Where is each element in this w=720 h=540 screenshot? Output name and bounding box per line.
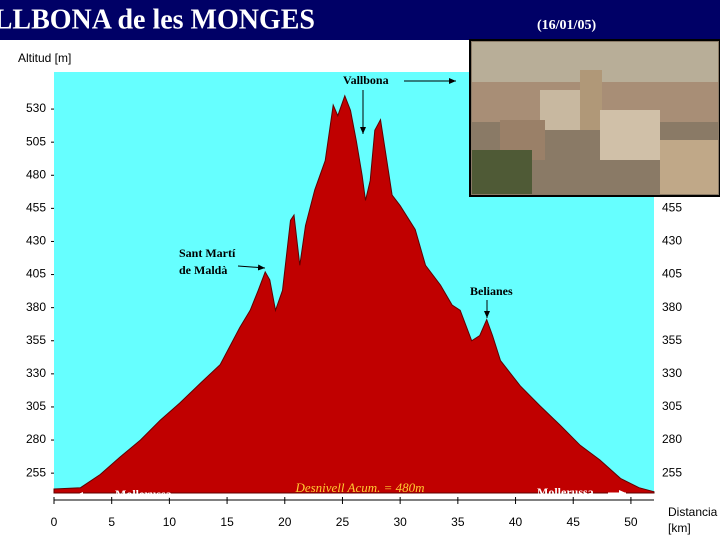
photo bbox=[469, 39, 720, 197]
x-tick-label: 35 bbox=[451, 515, 465, 529]
y-tick-label: 480 bbox=[26, 167, 46, 181]
annotation-arrow bbox=[237, 264, 266, 271]
annotation: Belianes bbox=[470, 284, 513, 298]
y-tick-label: 305 bbox=[26, 399, 46, 413]
x-tick-label: 25 bbox=[336, 515, 350, 529]
x-axis-label: Distancia [km] bbox=[668, 505, 718, 535]
y-tick-label: 455 bbox=[26, 201, 46, 215]
y-tick-label: 380 bbox=[26, 300, 46, 314]
y-tick-label-right: 430 bbox=[662, 234, 682, 248]
chart-title: VALLBONA de les MONGES bbox=[0, 4, 315, 35]
annotation: Vallbona bbox=[343, 73, 389, 87]
x-tick-label: 20 bbox=[278, 515, 292, 529]
y-tick-label-right: 455 bbox=[662, 201, 682, 215]
y-tick-label: 280 bbox=[26, 432, 46, 446]
x-tick-label: 10 bbox=[163, 515, 177, 529]
y-axis-label: Altitud [m] bbox=[18, 51, 71, 65]
x-tick-label: 50 bbox=[624, 515, 638, 529]
annotation: Desnivell Acum. = 480m bbox=[294, 480, 424, 495]
y-tick-label: 430 bbox=[26, 234, 46, 248]
x-tick-label: 0 bbox=[51, 515, 58, 529]
y-tick-label-right: 405 bbox=[662, 267, 682, 281]
y-tick-label: 505 bbox=[26, 134, 46, 148]
annotation: Mollerussa bbox=[537, 485, 594, 499]
x-tick-label: 5 bbox=[108, 515, 115, 529]
y-tick-label-right: 355 bbox=[662, 333, 682, 347]
annotation: de Maldà bbox=[179, 263, 227, 277]
y-tick-label-right: 280 bbox=[662, 432, 682, 446]
y-tick-label: 405 bbox=[26, 267, 46, 281]
elevation-area bbox=[53, 94, 655, 494]
annotation: Sant Martí bbox=[179, 246, 236, 260]
y-tick-label-right: 305 bbox=[662, 399, 682, 413]
y-tick-label: 355 bbox=[26, 333, 46, 347]
x-tick-label: 45 bbox=[567, 515, 581, 529]
x-tick-label: 30 bbox=[393, 515, 407, 529]
y-tick-label-right: 255 bbox=[662, 465, 682, 479]
y-tick-label: 530 bbox=[26, 101, 46, 115]
chart-subtitle: (16/01/05) bbox=[537, 18, 596, 33]
y-tick-label-right: 380 bbox=[662, 300, 682, 314]
y-tick-label: 255 bbox=[26, 465, 46, 479]
title-bar bbox=[0, 0, 720, 40]
annotation: Mollerussa bbox=[115, 487, 172, 501]
y-tick-label: 330 bbox=[26, 366, 46, 380]
y-tick-label-right: 330 bbox=[662, 366, 682, 380]
x-tick-label: 15 bbox=[220, 515, 234, 529]
x-tick-label: 40 bbox=[509, 515, 523, 529]
